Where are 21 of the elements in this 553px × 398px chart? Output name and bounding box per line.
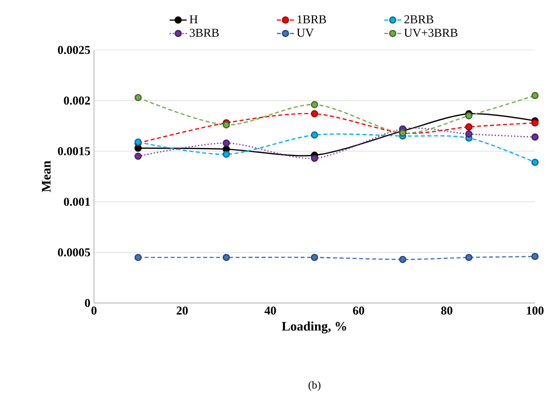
legend-label: UV+3BRB	[404, 28, 458, 37]
x-tick-label: 20	[176, 306, 188, 315]
x-tick-label: 40	[264, 306, 276, 315]
legend-label: H	[190, 15, 198, 24]
x-axis-title: Loading, %	[282, 321, 346, 334]
y-axis-title: Mean	[42, 160, 51, 192]
legend-label: 3BRB	[190, 28, 219, 37]
y-tick-label: 0	[84, 298, 90, 308]
x-tick-label: 100	[526, 306, 544, 315]
y-tick-label: 0.0015	[58, 147, 90, 156]
y-tick-label: 0.0005	[58, 248, 90, 256]
text: (b)	[308, 381, 320, 391]
y-tick-label: 0.001	[64, 198, 90, 206]
x-tick-label: 60	[353, 306, 364, 315]
x-tick-label: 80	[441, 306, 452, 315]
legend-label: 2BRB	[404, 15, 434, 24]
y-tick-label: 0.002	[64, 96, 90, 105]
y-tick-label: 0.0025	[58, 46, 90, 54]
legend-label: UV	[296, 28, 314, 37]
x-tick-label: 0	[91, 306, 97, 315]
legend-label: 1BRB	[298, 15, 326, 24]
